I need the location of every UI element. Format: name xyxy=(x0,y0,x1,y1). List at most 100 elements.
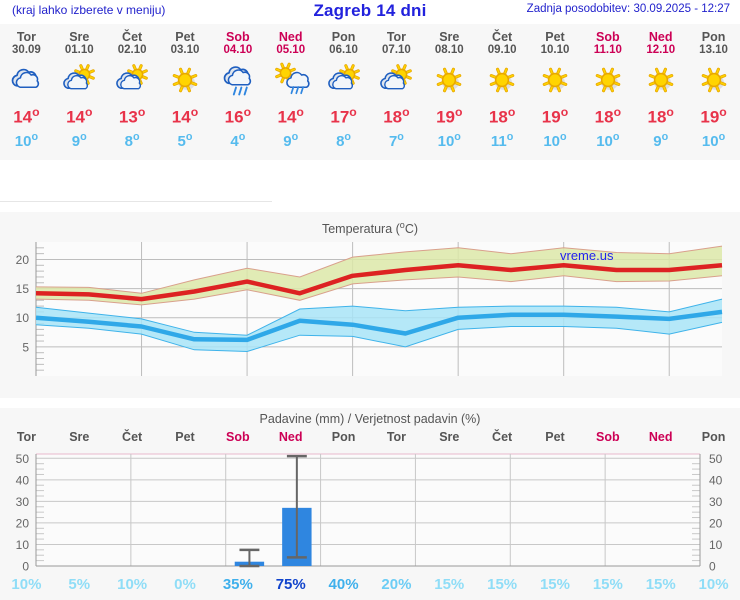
weather-icon xyxy=(370,60,423,100)
partly-sunny-icon xyxy=(327,64,360,90)
precipitation-probability: 15% xyxy=(539,576,570,593)
forecast-day-column: Čet 02.10 13o 8o xyxy=(106,24,159,160)
weather-icon xyxy=(529,60,582,100)
precipitation-probability: 5% xyxy=(68,576,91,593)
forecast-day-grid: Tor 30.09 14o 10o Sre 01.10 14o 9o Čet 02.10 13o 8o… xyxy=(0,24,740,160)
min-temperature: 9o xyxy=(283,130,299,150)
max-temperature: 13o xyxy=(118,105,146,127)
max-temperature: 18o xyxy=(383,105,410,127)
forecast-day-column: Sob 04.10 16o 4o xyxy=(211,24,264,160)
temperature-y-tick-label: 5 xyxy=(22,340,29,354)
day-name: Ned xyxy=(278,30,303,44)
day-name: Sob xyxy=(596,30,620,44)
day-date: 09.10 xyxy=(487,44,517,56)
forecast-day-column: Sre 01.10 14o 9o xyxy=(53,24,106,160)
weather-icon xyxy=(634,60,687,100)
day-date: 30.09 xyxy=(12,44,41,56)
precipitation-day-label: Sob xyxy=(596,430,620,444)
sunny-icon xyxy=(701,67,726,93)
forecast-day-column: Pet 10.10 19o 10o xyxy=(529,24,582,160)
precipitation-probability: 20% xyxy=(381,576,412,593)
max-temperature: 18o xyxy=(647,105,674,127)
precipitation-probability: 10% xyxy=(117,576,148,593)
precipitation-chart-title: Padavine (mm) / Verjetnost padavin (%) xyxy=(259,412,481,426)
max-temperature: 19o xyxy=(700,105,727,127)
weather-icon xyxy=(264,60,317,100)
min-temperature: 10o xyxy=(14,130,39,150)
max-temperature: 14o xyxy=(13,105,40,127)
temperature-min-band-upper-edge xyxy=(35,298,723,336)
forecast-day-column: Pet 03.10 14o 5o xyxy=(159,24,212,160)
precipitation-day-label: Sob xyxy=(226,430,250,444)
precipitation-day-label: Tor xyxy=(386,430,407,444)
precipitation-day-label: Sre xyxy=(439,430,460,444)
forecast-day-column: Tor 07.10 18o 7o xyxy=(370,24,423,160)
day-name: Sob xyxy=(226,30,250,44)
min-temperature: 4o xyxy=(230,130,246,150)
forecast-day-column: Sob 11.10 18o 10o xyxy=(581,24,634,160)
precipitation-y-tick-label-left: 0 xyxy=(22,560,29,574)
min-temperature: 8o xyxy=(336,130,352,150)
precipitation-y-tick-label-right: 50 xyxy=(709,452,723,466)
weather-icon xyxy=(159,60,212,100)
precipitation-probability: 15% xyxy=(645,576,676,593)
weather-icon xyxy=(476,60,529,100)
day-date: 11.10 xyxy=(593,44,622,56)
min-temperature: 5o xyxy=(177,130,193,150)
temperature-max-band-upper-edge xyxy=(35,245,723,294)
temperature-max-band-lower-edge xyxy=(35,275,723,306)
temperature-y-tick-label: 20 xyxy=(16,253,30,267)
precipitation-day-label: Pet xyxy=(175,430,195,444)
weather-icon xyxy=(423,60,476,100)
rain-icon xyxy=(223,66,251,96)
temperature-y-tick-label: 15 xyxy=(16,282,30,296)
day-name: Tor xyxy=(386,30,407,44)
precipitation-y-tick-label-left: 40 xyxy=(16,473,30,487)
day-date: 04.10 xyxy=(223,44,253,56)
day-date: 03.10 xyxy=(170,44,200,56)
temperature-max-line xyxy=(35,263,723,302)
temperature-title-text: Temperatura ( xyxy=(321,222,400,237)
page-title: Zagreb 14 dni xyxy=(313,1,427,20)
day-name: Pet xyxy=(545,30,565,44)
sunny-icon xyxy=(648,67,673,93)
partly-sunny-icon xyxy=(116,64,148,90)
precipitation-day-label: Pon xyxy=(331,430,356,444)
precipitation-day-label: Ned xyxy=(278,430,303,444)
header-bar: (kraj lahko izberete v meniju) Zagreb 14… xyxy=(0,0,740,22)
max-temperature: 19o xyxy=(436,105,463,127)
max-temperature: 18o xyxy=(594,105,622,127)
day-name: Tor xyxy=(16,30,37,44)
temperature-chart-title: Temperatura (oC) xyxy=(0,220,740,236)
precipitation-y-tick-label-right: 20 xyxy=(709,516,723,530)
forecast-day-column: Sre 08.10 19o 10o xyxy=(423,24,476,160)
day-date: 08.10 xyxy=(434,44,464,56)
precipitation-probability: 15% xyxy=(592,576,623,593)
day-date: 06.10 xyxy=(329,44,358,56)
forecast-day-column: Ned 12.10 18o 9o xyxy=(634,24,687,160)
precipitation-probability: 35% xyxy=(222,576,253,593)
weather-icon xyxy=(317,60,370,100)
forecast-day-column: Tor 30.09 14o 10o xyxy=(0,24,53,160)
separator-line xyxy=(0,201,272,202)
weather-icon xyxy=(106,60,159,100)
cloudy-icon xyxy=(12,68,40,89)
panel-gap xyxy=(0,398,740,408)
max-temperature: 19o xyxy=(541,105,569,127)
precipitation-probability: 75% xyxy=(275,576,306,593)
forecast-day-column: Pon 06.10 17o 8o xyxy=(317,24,370,160)
max-temperature: 17o xyxy=(330,105,357,127)
day-date: 13.10 xyxy=(699,44,728,56)
precipitation-y-tick-label-right: 30 xyxy=(709,495,723,509)
precipitation-y-tick-label-left: 50 xyxy=(16,452,30,466)
min-temperature: 7o xyxy=(388,130,404,150)
day-date: 10.10 xyxy=(540,44,570,56)
max-temperature: 14o xyxy=(66,105,93,127)
min-temperature: 9o xyxy=(653,130,669,150)
weather-icon xyxy=(687,60,740,100)
day-name: Pon xyxy=(331,30,356,44)
sunny-icon xyxy=(595,67,621,93)
day-name: Ned xyxy=(648,30,673,44)
day-date: 12.10 xyxy=(646,44,676,56)
precipitation-probability-row: 10% 5% 10% 0% 35% 75% 40% 20% 15% 15% 15% 15% 15% 10% xyxy=(0,576,740,598)
